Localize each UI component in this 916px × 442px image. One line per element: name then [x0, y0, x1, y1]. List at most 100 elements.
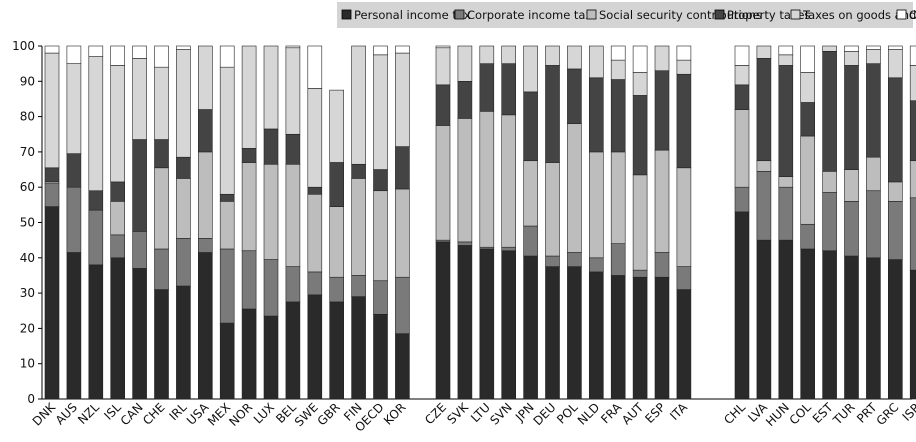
bar-segment: [523, 91, 538, 162]
bar-segment: [523, 45, 538, 93]
bar-segment: [887, 77, 903, 183]
legend-swatch: [896, 9, 907, 20]
bar-segment: [44, 52, 60, 169]
bar-segment: [610, 151, 626, 244]
bar-segment: [351, 178, 366, 276]
bar-segment: [241, 250, 257, 310]
bar-segment: [610, 59, 626, 80]
bar-segment: [734, 84, 750, 110]
bar-segment: [734, 45, 750, 66]
bar-segment: [457, 118, 473, 243]
bar-segment: [734, 186, 750, 213]
bar-segment: [219, 66, 235, 195]
bar-segment: [329, 89, 345, 163]
bar-segment: [632, 72, 648, 96]
bar-segment: [132, 139, 147, 232]
bar-segment: [66, 186, 82, 253]
bar-segment: [545, 45, 560, 66]
bar-segment: [734, 65, 750, 86]
bar-stack-ltu: [479, 45, 495, 400]
bar-segment: [373, 280, 388, 315]
bar-segment: [567, 45, 582, 70]
bar-segment: [479, 111, 495, 248]
bar-segment: [676, 59, 692, 75]
bar-segment: [523, 225, 538, 257]
bar-segment: [176, 49, 191, 158]
bar-stack-usa: [198, 45, 213, 400]
bar-segment: [307, 193, 323, 273]
x-tick-label: CHE: [140, 400, 168, 428]
bar-segment: [822, 250, 837, 400]
bar-segment: [866, 49, 881, 64]
bar-segment: [395, 333, 410, 400]
bar-segment: [778, 45, 794, 56]
bar-stack-esp: [654, 45, 670, 400]
bar-segment: [778, 65, 794, 177]
bar-segment: [66, 252, 82, 400]
bar-segment: [154, 167, 169, 250]
bar-segment: [866, 45, 881, 50]
bar-segment: [373, 313, 388, 400]
y-tick-label: 70: [20, 145, 35, 159]
bar-segment: [909, 100, 916, 162]
bar-segment: [110, 45, 125, 66]
bar-segment: [176, 238, 191, 287]
bar-stack-chl: [734, 45, 750, 400]
bar-segment: [844, 201, 859, 257]
bar-segment: [567, 68, 582, 124]
legend-label: Property taxes: [727, 8, 810, 22]
bar-segment: [800, 223, 816, 250]
y-tick-label: 20: [20, 321, 35, 335]
bar-segment: [501, 246, 517, 252]
bar-segment: [395, 188, 410, 278]
bar-segment: [545, 266, 560, 400]
bar-segment: [588, 257, 604, 273]
bar-segment: [263, 315, 279, 400]
bar-stack-can: [132, 45, 147, 400]
x-tick-label: LUX: [251, 400, 277, 426]
bar-segment: [435, 84, 451, 126]
bar-segment: [909, 160, 916, 199]
bar-segment: [351, 45, 366, 165]
bar-segment: [351, 275, 366, 297]
bar-segment: [307, 294, 323, 400]
bar-segment: [654, 45, 670, 72]
bar-segment: [654, 70, 670, 151]
bar-segment: [176, 156, 191, 179]
bar-segment: [198, 45, 213, 110]
bar-segment: [329, 162, 345, 207]
x-tick-label: TUR: [830, 400, 858, 428]
bar-segment: [373, 190, 388, 282]
bar-stack-isl: [110, 45, 125, 400]
bar-segment: [844, 50, 859, 66]
bar-segment: [844, 65, 859, 170]
bar-segment: [66, 63, 82, 154]
bar-segment: [866, 190, 881, 259]
bar-segment: [501, 114, 517, 248]
bar-segment: [756, 171, 772, 241]
bar-segment: [778, 54, 794, 66]
bar-segment: [373, 54, 388, 170]
bar-segment: [110, 65, 125, 183]
bar-stack-kor: [395, 45, 410, 400]
x-tick-label: SWE: [292, 400, 321, 429]
y-tick-label: 60: [20, 180, 35, 194]
x-tick-label: CHL: [721, 400, 748, 427]
bar-segment: [822, 50, 837, 172]
bar-stack-fra: [610, 45, 626, 400]
bar-segment: [307, 45, 323, 89]
bar-segment: [110, 201, 125, 236]
legend-label: Taxes on goods and services: [802, 8, 916, 22]
legend-item: Taxes on goods and services: [790, 8, 916, 22]
bar-segment: [395, 45, 410, 54]
bar-segment: [88, 209, 104, 266]
bar-stack-nzl: [88, 45, 104, 400]
bar-segment: [329, 206, 345, 278]
bar-segment: [435, 47, 451, 86]
bar-segment: [351, 163, 366, 179]
bar-segment: [457, 81, 473, 119]
bar-segment: [132, 45, 147, 59]
bar-segment: [44, 167, 60, 183]
